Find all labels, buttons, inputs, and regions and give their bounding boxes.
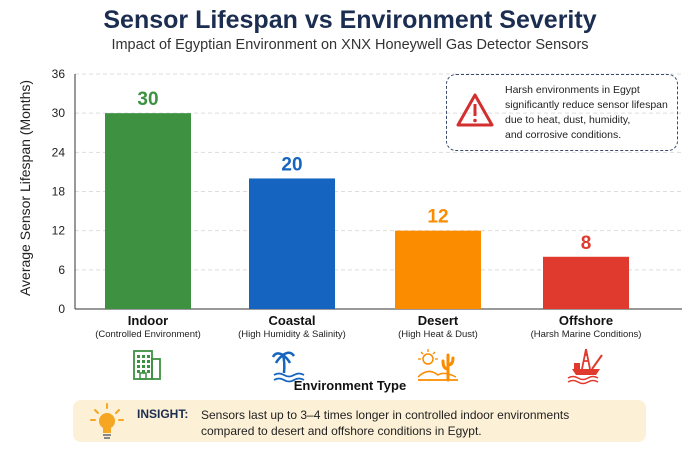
category-label: Coastal [268, 313, 316, 328]
desert-cactus-icon [417, 349, 458, 382]
insight-label: INSIGHT: [137, 407, 189, 421]
category-subtitle: (Controlled Environment) [95, 329, 201, 340]
y-tick-label: 36 [52, 67, 66, 81]
callout-line: and corrosive conditions. [505, 129, 622, 141]
category-label: Indoor [127, 313, 169, 328]
bar-indoor [105, 113, 191, 310]
y-tick-label: 24 [52, 145, 66, 159]
y-tick-label: 12 [52, 224, 66, 238]
category-subtitle: (Harsh Marine Conditions) [530, 329, 642, 340]
chart-title: Sensor Lifespan vs Environment Severity [103, 6, 597, 34]
category-subtitle: (High Heat & Dust) [398, 329, 478, 340]
insight-line: compared to desert and offshore conditio… [201, 424, 482, 438]
data-label: 20 [281, 154, 302, 175]
data-label: 30 [137, 89, 158, 110]
data-label: 12 [427, 207, 448, 228]
bar-offshore [543, 256, 629, 309]
offshore-rig-icon [567, 348, 603, 385]
category-desert: Desert (High Heat & Dust) [353, 313, 523, 385]
category-indoor: Indoor (Controlled Environment) [63, 313, 233, 385]
building-icon [133, 350, 161, 380]
y-tick-label: 30 [52, 106, 66, 120]
x-axis-label: Environment Type [293, 378, 407, 393]
category-offshore: Offshore (Harsh Marine Conditions) [501, 313, 671, 385]
chart-subtitle: Impact of Egyptian Environment on XNX Ho… [111, 37, 589, 53]
callout-line: Harsh environments in Egypt [505, 84, 640, 96]
callout-box: Harsh environments in Egypt significantl… [446, 74, 678, 151]
callout-line: significantly reduce sensor lifespan [505, 99, 668, 111]
category-label: Offshore [558, 313, 614, 328]
category-coastal: Coastal (High Humidity & Salinity) [207, 313, 377, 385]
y-tick-label: 18 [52, 185, 66, 199]
bar-desert [395, 230, 481, 309]
category-subtitle: (High Humidity & Salinity) [238, 329, 346, 340]
data-label: 8 [581, 233, 592, 254]
category-label: Desert [417, 313, 459, 328]
palm-beach-icon [271, 351, 305, 383]
bar-coastal [249, 178, 335, 309]
callout-line: due to heat, dust, humidity, [505, 114, 631, 126]
lightbulb-icon [90, 403, 124, 439]
insight-line: Sensors last up to 3–4 times longer in c… [201, 408, 570, 422]
warning-icon [456, 93, 494, 127]
y-tick-label: 0 [58, 302, 65, 316]
y-tick-label: 6 [58, 263, 65, 277]
insight-box: INSIGHT: Sensors last up to 3–4 times lo… [73, 400, 646, 442]
